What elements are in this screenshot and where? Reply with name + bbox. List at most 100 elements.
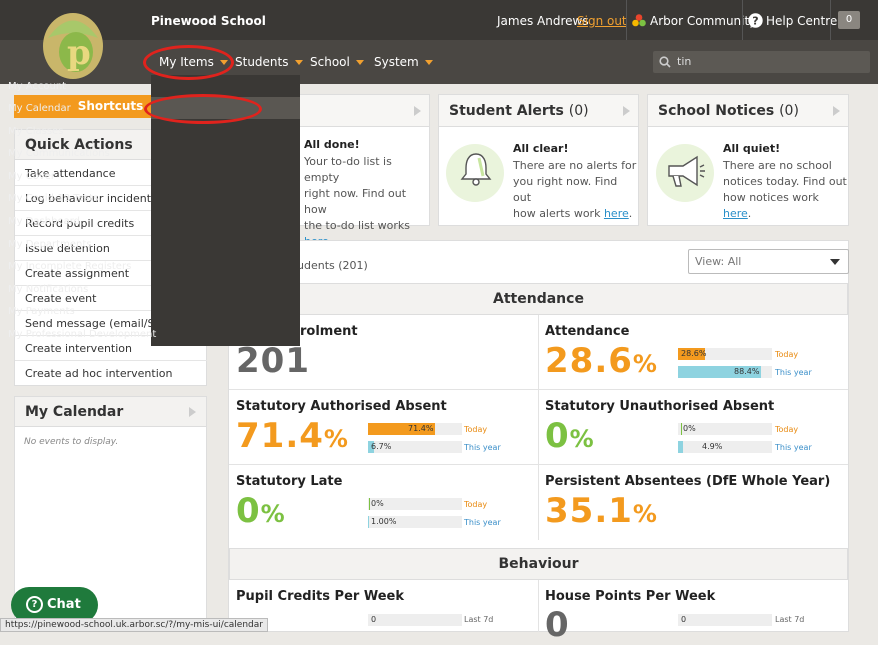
auth-absent-number: 71.4 [236, 416, 324, 456]
chevron-right-icon [189, 407, 196, 417]
community-link[interactable]: Arbor Community [650, 14, 757, 28]
help-centre-link[interactable]: Help Centre [766, 14, 838, 28]
bar-value: 28.6% [681, 349, 707, 358]
menu-my-notifications[interactable]: My Notifications [8, 284, 89, 295]
last-7d-label: Last 7d [464, 615, 494, 624]
action-record-credits[interactable]: Record pupil credits [25, 217, 135, 230]
this-year-label: This year [464, 518, 501, 527]
school-name[interactable]: Pinewood School [151, 14, 266, 28]
todo-body: Your to-do list is empty right now. Find… [304, 154, 429, 250]
attendance-today-bar: 28.6% [678, 348, 772, 360]
search-input[interactable]: tin [653, 51, 870, 73]
bar-value: 88.4% [734, 367, 760, 376]
this-year-label: This year [775, 443, 812, 452]
credits-title: Pupil Credits Per Week [236, 589, 404, 604]
bar-value: 0 [681, 615, 687, 624]
bar-fill [678, 441, 683, 453]
late-today-bar: 0% [368, 498, 462, 510]
auth-absent-value: 71.4% [236, 416, 349, 456]
chat-label: Chat [47, 597, 81, 612]
bar-value: 1.00% [371, 517, 397, 526]
status-bar-url: https://pinewood-school.uk.arbor.sc/?/my… [0, 618, 268, 632]
credits-bar: 0 [368, 614, 462, 626]
menu-my-covid-tests[interactable]: My Covid-19 Tests [8, 193, 99, 204]
action-log-behaviour[interactable]: Log behaviour incident [25, 192, 152, 205]
menu-my-departments[interactable]: My Departments [8, 239, 92, 250]
percent-sign: % [632, 350, 658, 378]
menu-my-calendar[interactable]: My Calendar [8, 103, 71, 114]
behaviour-section-header: Behaviour [229, 548, 848, 580]
action-create-adhoc-intervention[interactable]: Create ad hoc intervention [25, 367, 173, 380]
menu-my-dashboard[interactable]: My Dashboard [8, 216, 80, 227]
persistent-title: Persistent Absentees (DfE Whole Year) [545, 474, 831, 489]
school-logo: p [43, 13, 103, 79]
attendance-value: 28.6% [545, 341, 658, 381]
chevron-down-icon [424, 60, 433, 65]
menu-my-account[interactable]: My Account [8, 81, 67, 92]
nav-students[interactable]: Students [235, 55, 303, 69]
user-name[interactable]: James Andrews [497, 14, 589, 28]
divider [15, 260, 207, 261]
nav-school[interactable]: School [310, 55, 364, 69]
auth-absent-title: Statutory Authorised Absent [236, 399, 447, 414]
divider [229, 464, 848, 465]
students-count[interactable]: udents (201) [297, 259, 368, 272]
today-label: Today [775, 425, 799, 434]
sign-out-link[interactable]: Sign out [577, 14, 627, 28]
svg-text:p: p [67, 33, 91, 73]
divider [15, 285, 207, 286]
notices-line: There are no school [723, 159, 832, 172]
menu-my-incomplete-registers[interactable]: My Incomplete Registers [8, 261, 132, 272]
bar-fill [368, 441, 375, 453]
todo-line: the to-do list works [304, 219, 410, 232]
menu-my-professional-development[interactable]: My Professional Development [8, 329, 157, 340]
divider [742, 0, 743, 40]
student-alerts-card: Student Alerts (0) All clear! There are … [438, 94, 639, 226]
action-create-event[interactable]: Create event [25, 292, 97, 305]
unauth-absent-title: Statutory Unauthorised Absent [545, 399, 775, 414]
late-title: Statutory Late [236, 474, 343, 489]
chevron-right-icon[interactable] [623, 106, 630, 116]
help-icon[interactable]: ? [748, 13, 763, 28]
persistent-number: 35.1 [545, 491, 633, 531]
divider [15, 210, 207, 211]
house-points-value: 0 [545, 605, 570, 645]
action-send-message[interactable]: Send message (email/SMS [25, 317, 171, 330]
this-year-label: This year [464, 443, 501, 452]
search-icon [659, 56, 671, 68]
action-create-assignment[interactable]: Create assignment [25, 267, 130, 280]
action-issue-detention[interactable]: Issue detention [25, 242, 110, 255]
school-notices-header[interactable]: School Notices (0) [648, 95, 848, 127]
notices-here-link[interactable]: here [723, 207, 748, 220]
alerts-here-link[interactable]: here [603, 207, 629, 220]
divider [830, 0, 831, 40]
nav-system[interactable]: System [374, 55, 433, 69]
chevron-down-icon [355, 60, 364, 65]
action-create-intervention[interactable]: Create intervention [25, 342, 132, 355]
alerts-body: There are no alerts for you right now. F… [513, 159, 637, 220]
divider [15, 335, 207, 336]
alerts-line: you right now. Find out [513, 175, 618, 204]
divider [538, 580, 539, 632]
menu-my-communications[interactable]: My Communications [8, 148, 110, 159]
alerts-title: All clear! [513, 142, 569, 155]
menu-my-payments[interactable]: My Payments [8, 306, 75, 317]
top-bar [0, 0, 878, 40]
menu-my-cover[interactable]: My Cover [8, 171, 56, 182]
chat-button[interactable]: ? Chat [11, 587, 98, 623]
school-notices-count: (0) [779, 103, 799, 119]
chevron-down-icon [294, 60, 303, 65]
school-notices-title: School Notices [658, 103, 775, 119]
action-take-attendance[interactable]: Take attendance [25, 167, 116, 180]
notification-badge[interactable]: 0 [838, 11, 860, 29]
community-icon[interactable] [632, 14, 646, 28]
chevron-right-icon[interactable] [833, 106, 840, 116]
this-year-label: This year [775, 368, 812, 377]
today-label: Today [464, 425, 488, 434]
view-select-value: View: All [695, 255, 742, 268]
view-select[interactable]: View: All [688, 249, 849, 274]
chevron-right-icon[interactable] [414, 106, 421, 116]
student-alerts-header[interactable]: Student Alerts (0) [439, 95, 638, 127]
menu-my-classes[interactable]: My Classes [8, 126, 64, 137]
my-calendar-header[interactable]: My Calendar [15, 397, 206, 427]
